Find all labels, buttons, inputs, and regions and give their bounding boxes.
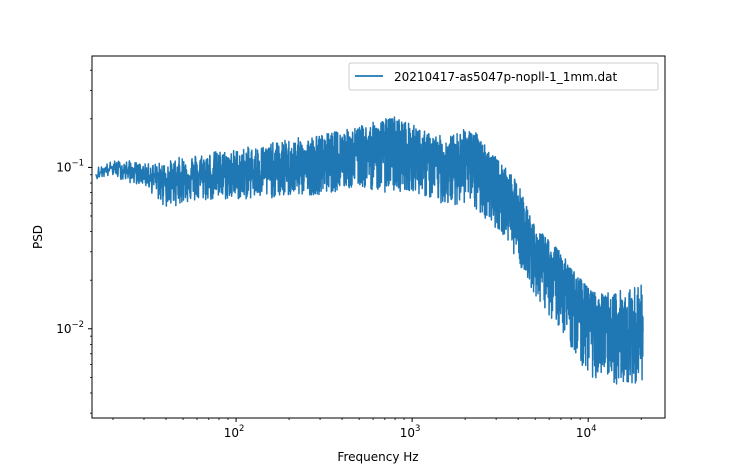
- x-tick-label: 102: [224, 424, 245, 440]
- x-axis-ticks: 102 103 104: [224, 418, 597, 440]
- y-tick-label: 10−1: [56, 158, 84, 174]
- y-axis-ticks: 10−1 10−2: [56, 158, 92, 336]
- x-tick-label: 104: [576, 424, 597, 440]
- y-tick-label: 10−2: [56, 320, 84, 336]
- psd-series-line: [95, 116, 644, 385]
- legend-entry-label: 20210417-as5047p-nopll-1_1mm.dat: [394, 70, 617, 84]
- psd-trace: [95, 116, 644, 385]
- axes-frame: [91, 55, 666, 419]
- x-tick-label: 103: [400, 424, 421, 440]
- x-axis-label: Frequency Hz: [337, 450, 418, 464]
- legend-box: [348, 62, 659, 91]
- plot-area: 102 103 104 10−1 10−2: [56, 55, 666, 440]
- y-axis-label: PSD: [31, 225, 45, 249]
- legend: 20210417-as5047p-nopll-1_1mm.dat: [348, 62, 659, 91]
